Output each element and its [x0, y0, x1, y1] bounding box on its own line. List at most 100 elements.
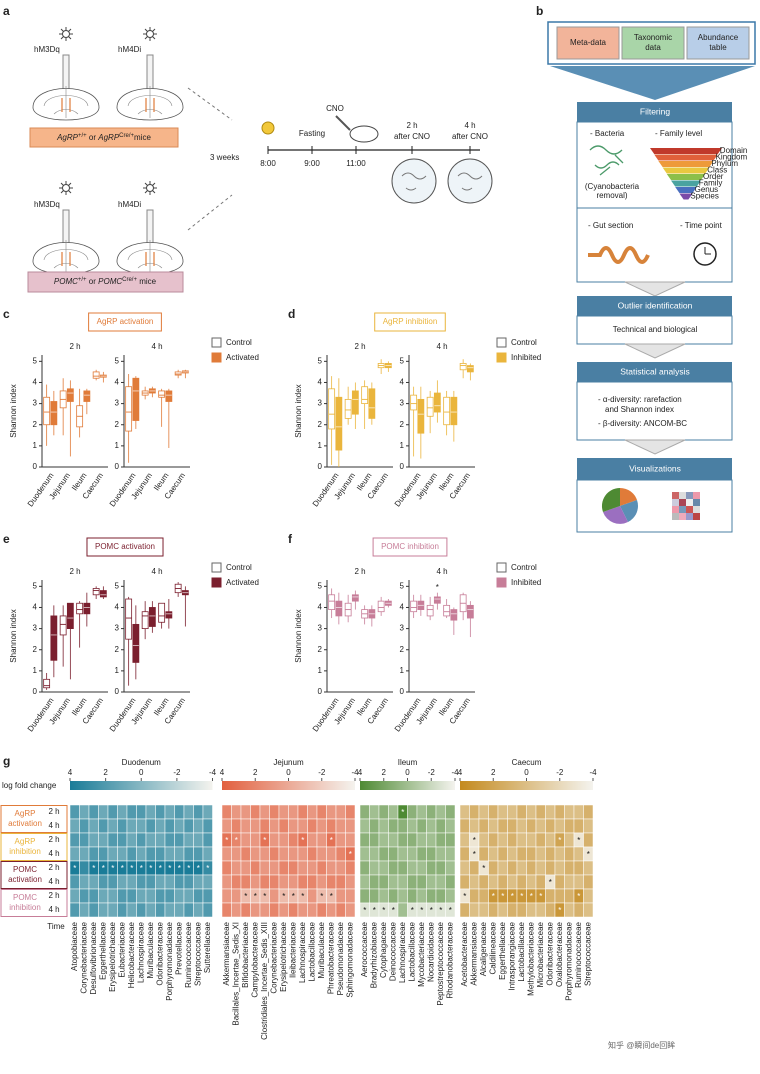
heat-cell: [316, 874, 327, 890]
step-body: [576, 479, 733, 533]
heat-cell: [326, 818, 337, 834]
step-item: (Cyanobacteria: [585, 182, 640, 191]
heat-cell: [488, 902, 499, 918]
legend-tick-label: 4: [458, 768, 463, 777]
panel-title: AgRP inhibition: [383, 317, 438, 326]
group-label: activation: [8, 875, 42, 884]
box: [43, 678, 51, 689]
panel-title: POMC activation: [95, 542, 155, 551]
y-tick-label: 3: [33, 624, 38, 633]
y-tick-label: 5: [33, 581, 38, 590]
heat-cell: [240, 902, 251, 918]
heat-cell: [79, 832, 90, 848]
gut-icon: [588, 246, 650, 264]
time-label: 4 h: [48, 905, 59, 914]
heat-cell: [126, 874, 137, 890]
heat-cell: [545, 832, 556, 848]
heat-cell: [98, 818, 109, 834]
heat-cell: [307, 874, 318, 890]
significance-star: *: [539, 892, 542, 901]
heat-cell: [488, 846, 499, 862]
y-tick-label: 5: [115, 581, 120, 590]
heat-cell: [497, 818, 508, 834]
heat-cell: [516, 874, 527, 890]
heat-cell: [445, 902, 456, 918]
significance-star: *: [349, 850, 352, 859]
heat-cell: [145, 818, 156, 834]
y-tick-label: 0: [318, 462, 323, 471]
column-label: Odoribacteraceae: [545, 921, 554, 985]
y-tick-label: 0: [33, 462, 38, 471]
heat-cell: [326, 804, 337, 820]
column-label: Akkermansiaceae: [469, 921, 478, 985]
heat-cell: [174, 874, 185, 890]
legend-tick-label: -4: [209, 768, 217, 777]
heat-cell: [369, 804, 380, 820]
heat-cell: [259, 874, 270, 890]
heat-cell: [345, 902, 356, 918]
heat-cell: [259, 860, 270, 876]
heat-cell: [359, 832, 370, 848]
column-label: Prevotellaceae: [174, 921, 183, 974]
heat-cell: [388, 846, 399, 862]
y-tick-label: 0: [115, 462, 120, 471]
heat-cell: [221, 888, 232, 904]
heat-cell: [545, 804, 556, 820]
heat-cell: [545, 860, 556, 876]
panel-letter: b: [536, 4, 543, 18]
heat-cell: [426, 860, 437, 876]
y-tick-label: 5: [318, 356, 323, 365]
legend-tick-label: 0: [405, 768, 410, 777]
heat-cell: [145, 888, 156, 904]
pyramid-level: [675, 187, 697, 193]
box: [50, 401, 58, 426]
heat-cell: [278, 804, 289, 820]
heat-cell: [564, 902, 575, 918]
box: [43, 396, 51, 426]
time-label: 4 h: [48, 821, 59, 830]
heat-cell: [240, 818, 251, 834]
significance-star: *: [530, 892, 533, 901]
heat-cell: [416, 860, 427, 876]
box: [351, 390, 359, 415]
heat-cell: [316, 902, 327, 918]
heat-cell: [79, 902, 90, 918]
heat-cell: [535, 818, 546, 834]
heat-cell: [221, 874, 232, 890]
y-tick-label: 2: [318, 645, 323, 654]
rank-label: Class: [707, 166, 727, 175]
heat-cell: [564, 832, 575, 848]
column-label: Sutterellaceae: [203, 921, 212, 973]
heat-cell: [69, 804, 80, 820]
rank-label: Genus: [695, 185, 719, 194]
pyramid-level: [679, 193, 693, 200]
box: [92, 371, 100, 379]
heat-cell: [445, 818, 456, 834]
heat-cell: [98, 888, 109, 904]
heat-cell: [202, 832, 213, 848]
heat-cell: [359, 804, 370, 820]
box: [76, 602, 84, 615]
heat-cell: [269, 846, 280, 862]
y-tick-label: 2: [115, 420, 120, 429]
panel-letter: c: [3, 307, 10, 321]
heat-cell: [526, 860, 537, 876]
heat-cell: [307, 902, 318, 918]
heat-cell: [231, 818, 242, 834]
heat-cell: [193, 818, 204, 834]
heat-cell: [79, 888, 90, 904]
heat-cell: [507, 902, 518, 918]
y-tick-label: 1: [33, 666, 38, 675]
heat-cell: [269, 860, 280, 876]
heat-cell: [359, 874, 370, 890]
step-title: Filtering: [640, 106, 671, 116]
heat-cell: [288, 804, 299, 820]
heat-cell: [174, 846, 185, 862]
heat-cell: [335, 832, 346, 848]
heat-cell: [459, 804, 470, 820]
legend-swatch: [496, 562, 507, 573]
heat-cell: [307, 818, 318, 834]
panel-letter: d: [288, 307, 295, 321]
heat-cell: [583, 874, 594, 890]
heat-cell: [583, 888, 594, 904]
